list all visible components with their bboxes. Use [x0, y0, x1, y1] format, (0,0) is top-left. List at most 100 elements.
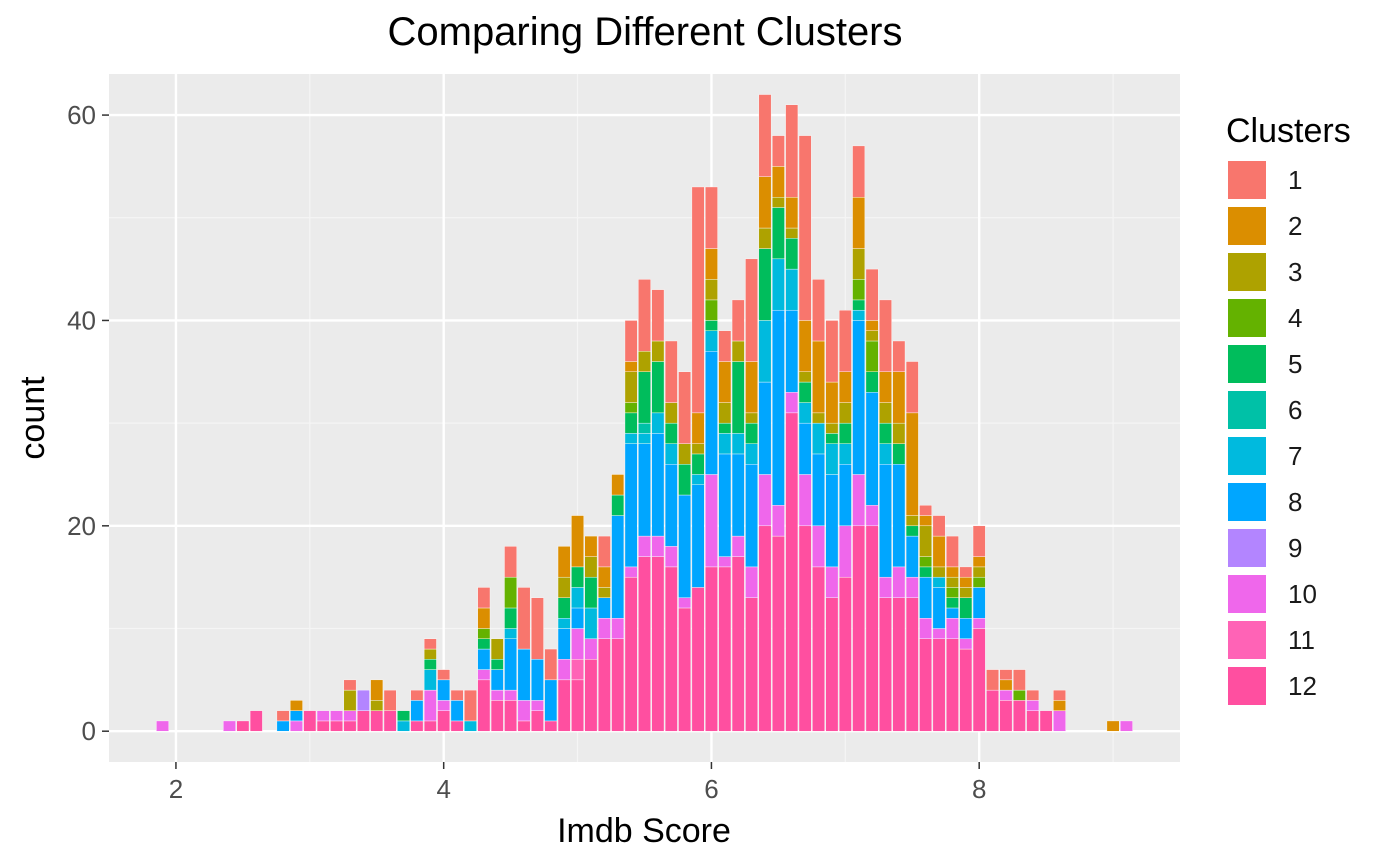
bar-segment [611, 494, 625, 516]
bar-segment [1012, 700, 1026, 732]
bar-segment [892, 422, 906, 444]
bar-segment [678, 597, 692, 609]
bar-segment [571, 607, 584, 629]
bar-segment [330, 720, 343, 732]
bar-segment [1106, 720, 1120, 732]
bar-segment [597, 638, 611, 732]
bar-segment [531, 597, 544, 660]
bar-segment [798, 381, 812, 403]
bar-segment [772, 258, 785, 311]
bar-segment [638, 371, 651, 424]
legend-item: 6 [1226, 387, 1351, 433]
bar-segment [343, 679, 357, 691]
bar-segment [731, 453, 745, 537]
bar-segment [678, 371, 692, 444]
bar-segment [544, 679, 558, 722]
legend-label: 4 [1288, 302, 1303, 333]
bar-segment [410, 700, 424, 722]
bars-layer [156, 94, 1133, 732]
legend-swatch [1226, 573, 1268, 615]
bar-segment [638, 443, 651, 537]
bar-segment [718, 453, 732, 557]
bar-segment [571, 679, 584, 732]
bar-segment [731, 361, 745, 434]
bar-segment [825, 433, 839, 444]
bar-segment [557, 618, 571, 629]
bar-segment [156, 720, 169, 732]
bar-segment [905, 361, 919, 414]
bar-segment [838, 443, 852, 465]
bar-segment [544, 648, 558, 681]
bar-segment [919, 576, 932, 619]
bar-segment [946, 576, 959, 588]
bar-segment [678, 494, 692, 598]
bar-segment [705, 279, 718, 301]
bar-segment [624, 371, 638, 403]
bar-segment [731, 556, 745, 732]
bar-segment [852, 248, 866, 280]
bar-segment [879, 597, 892, 732]
bar-segment [651, 433, 665, 537]
legend-item: 12 [1226, 663, 1351, 709]
bar-segment [999, 669, 1013, 681]
bar-segment [972, 587, 986, 619]
bar-segment [919, 638, 932, 732]
bar-segment [597, 535, 611, 568]
legend-label: 2 [1288, 210, 1303, 241]
legend-label: 3 [1288, 256, 1303, 287]
bar-segment [879, 402, 892, 424]
bar-segment [557, 659, 571, 681]
legend-item: 1 [1226, 157, 1351, 203]
bar-segment [852, 145, 866, 198]
bar-segment [999, 700, 1013, 732]
bar-segment [705, 320, 718, 331]
bar-segment [691, 484, 705, 588]
bar-segment [611, 638, 625, 732]
bar-segment [678, 443, 692, 465]
bar-segment [705, 566, 718, 732]
y-axis-title: count [14, 376, 52, 460]
bar-segment [879, 576, 892, 598]
legend-swatch [1226, 297, 1268, 339]
bar-segment [504, 689, 517, 701]
bar-segment [357, 710, 370, 732]
bar-segment [691, 474, 705, 485]
bar-segment [865, 340, 879, 372]
bar-segment [571, 515, 584, 568]
bar-segment [825, 381, 839, 424]
bar-segment [1053, 710, 1066, 732]
bar-segment [812, 340, 825, 414]
legend-label: 9 [1288, 532, 1303, 563]
bar-segment [638, 556, 651, 732]
bar-segment [718, 402, 732, 424]
legend-item: 8 [1226, 479, 1351, 525]
legend-item: 7 [1226, 433, 1351, 479]
bar-segment [785, 227, 799, 239]
bar-segment [865, 371, 879, 393]
bar-segment [905, 535, 919, 578]
bar-segment [919, 505, 932, 516]
bar-segment [223, 720, 236, 732]
bar-segment [959, 597, 973, 619]
bar-segment [664, 340, 678, 403]
bar-segment [557, 628, 571, 660]
bar-segment [785, 412, 799, 732]
bar-segment [838, 422, 852, 444]
bar-segment [865, 392, 879, 506]
bar-segment [892, 464, 906, 568]
bar-segment [879, 443, 892, 465]
bar-segment [959, 566, 973, 578]
bar-segment [651, 535, 665, 557]
bar-segment [919, 525, 932, 557]
bar-segment [343, 710, 357, 722]
legend: Clusters 1 2 3 4 5 6 7 8 9 10 11 12 [1226, 112, 1351, 709]
bar-segment [919, 515, 932, 527]
bar-segment [852, 299, 866, 311]
legend-label: 7 [1288, 440, 1303, 471]
bar-segment [905, 515, 919, 527]
bar-segment [731, 299, 745, 342]
bar-segment [705, 248, 718, 280]
bar-segment [999, 679, 1013, 691]
legend-swatch [1226, 205, 1268, 247]
bar-segment [865, 320, 879, 331]
